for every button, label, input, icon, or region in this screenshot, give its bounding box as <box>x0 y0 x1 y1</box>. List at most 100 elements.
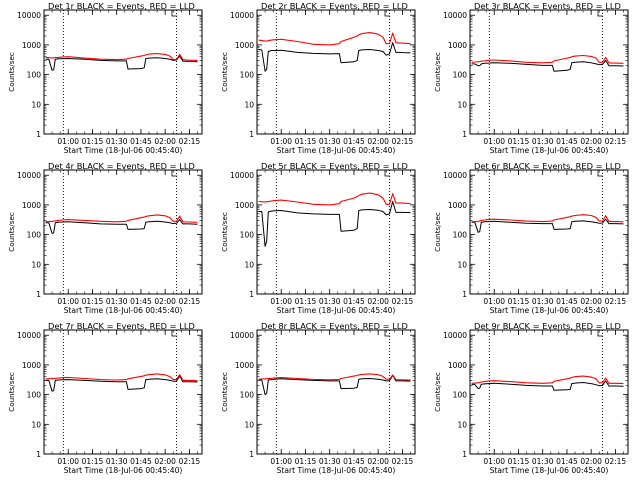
x-axis-label: Start Time (18-Jul-06 00:45:40) <box>64 466 183 475</box>
series-events-line <box>45 219 198 234</box>
x-tick-label: 01:00 <box>57 457 79 466</box>
plot-frame-8 <box>256 329 416 455</box>
series-events-line <box>258 42 411 72</box>
y-tick-label: 1000 <box>235 41 254 50</box>
plot-title: Det 3r BLACK = Events, RED = LLD <box>474 1 621 11</box>
y-tick-label: 10 <box>244 260 254 269</box>
x-tick-label: 02:15 <box>179 457 201 466</box>
y-tick-label: 10 <box>244 100 254 109</box>
series-lld-line <box>471 54 624 64</box>
x-tick-label: 02:00 <box>580 137 602 146</box>
x-tick-label: 01:00 <box>270 457 292 466</box>
x-tick-label: 01:30 <box>319 137 341 146</box>
series-lld-line <box>45 53 198 61</box>
x-tick-label: 01:45 <box>343 457 365 466</box>
y-tick-label: 1 <box>462 130 467 139</box>
x-tick-label: 02:00 <box>154 297 176 306</box>
bracket-mark <box>597 330 603 337</box>
x-tick-label: 02:15 <box>605 297 627 306</box>
x-tick-label: 01:30 <box>532 457 554 466</box>
y-tick-label: 1 <box>249 290 254 299</box>
x-tick-label: 01:15 <box>295 457 317 466</box>
y-tick-label: 10 <box>31 100 41 109</box>
x-tick-label: 01:00 <box>483 297 505 306</box>
y-tick-label: 1 <box>36 450 41 459</box>
plot-title: Det 1r BLACK = Events, RED = LLD <box>48 1 195 11</box>
x-tick-label: 01:30 <box>106 297 128 306</box>
y-axis-label: Counts/sec <box>433 372 442 412</box>
x-axis-label: Start Time (18-Jul-06 00:45:40) <box>277 306 396 315</box>
x-tick-label: 01:45 <box>130 297 152 306</box>
bracket-mark <box>384 170 390 177</box>
series-events-line <box>471 59 624 72</box>
y-tick-label: 10000 <box>230 171 254 180</box>
x-tick-label: 02:15 <box>392 297 414 306</box>
plot-frame-3 <box>469 9 629 135</box>
y-tick-label: 10 <box>244 420 254 429</box>
y-tick-label: 1000 <box>448 361 467 370</box>
y-tick-label: 100 <box>240 231 255 240</box>
x-tick-label: 02:00 <box>367 457 389 466</box>
x-tick-label: 02:15 <box>392 137 414 146</box>
x-tick-label: 01:30 <box>106 137 128 146</box>
x-axis-label: Start Time (18-Jul-06 00:45:40) <box>277 466 396 475</box>
x-tick-label: 01:00 <box>57 297 79 306</box>
y-tick-label: 1000 <box>448 41 467 50</box>
plot-title: Det 8r BLACK = Events, RED = LLD <box>261 321 408 331</box>
x-tick-label: 01:00 <box>270 137 292 146</box>
y-axis-label: Counts/sec <box>220 372 229 412</box>
y-tick-label: 100 <box>27 391 42 400</box>
y-tick-label: 1000 <box>235 201 254 210</box>
x-tick-label: 01:30 <box>532 137 554 146</box>
x-tick-label: 02:00 <box>580 297 602 306</box>
x-tick-label: 02:00 <box>367 137 389 146</box>
y-axis-label: Counts/sec <box>220 212 229 252</box>
x-tick-label: 01:30 <box>532 297 554 306</box>
x-tick-label: 01:45 <box>556 137 578 146</box>
y-tick-label: 10000 <box>443 331 467 340</box>
series-lld-line <box>258 192 411 206</box>
y-tick-label: 1000 <box>22 41 41 50</box>
x-tick-label: 02:15 <box>179 297 201 306</box>
x-tick-label: 01:30 <box>106 457 128 466</box>
series-lld-line <box>45 214 198 223</box>
x-tick-label: 01:15 <box>508 457 530 466</box>
bracket-mark <box>597 10 603 17</box>
y-tick-label: 10 <box>457 260 467 269</box>
series-events-line <box>471 380 624 391</box>
x-tick-label: 02:00 <box>367 297 389 306</box>
x-tick-label: 01:45 <box>343 297 365 306</box>
plot-title: Det 4r BLACK = Events, RED = LLD <box>48 161 195 171</box>
plot-title: Det 7r BLACK = Events, RED = LLD <box>48 321 195 331</box>
y-tick-label: 10000 <box>230 11 254 20</box>
y-axis-label: Counts/sec <box>433 52 442 92</box>
plot-title: Det 2r BLACK = Events, RED = LLD <box>261 1 408 11</box>
x-axis-label: Start Time (18-Jul-06 00:45:40) <box>277 146 396 155</box>
y-tick-label: 1000 <box>22 201 41 210</box>
x-tick-label: 01:00 <box>483 137 505 146</box>
x-tick-label: 02:00 <box>580 457 602 466</box>
y-tick-label: 1 <box>249 450 254 459</box>
x-tick-label: 01:45 <box>556 457 578 466</box>
y-tick-label: 10000 <box>17 11 41 20</box>
x-tick-label: 02:15 <box>392 457 414 466</box>
series-lld-line <box>258 373 411 381</box>
plot-frame-2 <box>256 9 416 135</box>
x-axis-label: Start Time (18-Jul-06 00:45:40) <box>490 306 609 315</box>
x-axis-label: Start Time (18-Jul-06 00:45:40) <box>64 146 183 155</box>
x-tick-label: 01:45 <box>130 137 152 146</box>
y-tick-label: 1 <box>462 450 467 459</box>
y-tick-label: 100 <box>453 71 468 80</box>
y-tick-label: 100 <box>453 391 468 400</box>
x-tick-label: 01:15 <box>508 297 530 306</box>
y-tick-label: 100 <box>240 71 255 80</box>
x-tick-label: 02:15 <box>179 137 201 146</box>
y-tick-label: 1 <box>36 130 41 139</box>
y-tick-label: 10000 <box>443 11 467 20</box>
y-tick-label: 100 <box>27 231 42 240</box>
bracket-mark <box>384 10 390 17</box>
x-tick-label: 01:45 <box>343 137 365 146</box>
x-tick-label: 01:15 <box>508 137 530 146</box>
x-tick-label: 01:00 <box>483 457 505 466</box>
